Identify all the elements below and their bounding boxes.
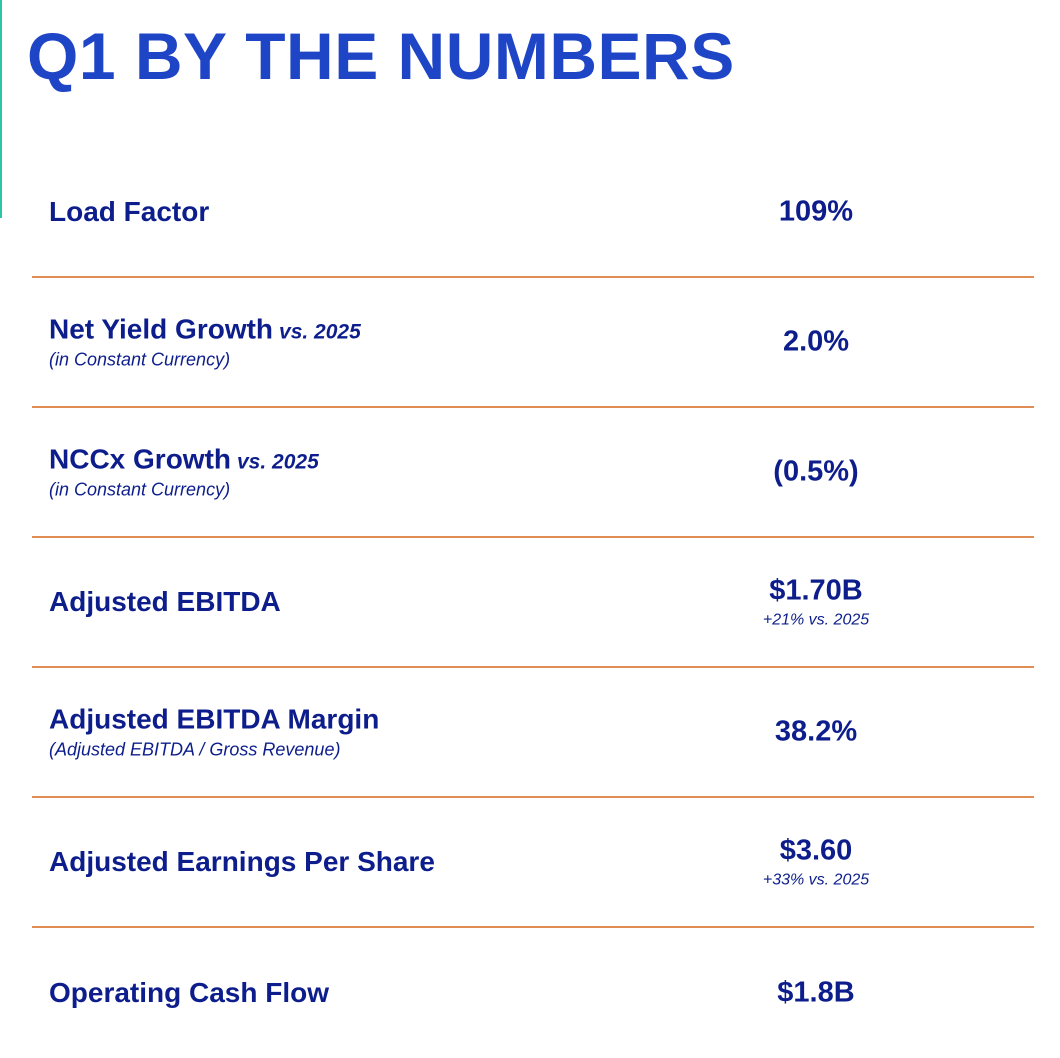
metric-sublabel: (Adjusted EBITDA / Gross Revenue): [49, 739, 341, 760]
metric-row-load-factor: Load Factor 109%: [32, 148, 1034, 278]
metric-row-adjusted-eps: Adjusted Earnings Per Share $3.60 +33% v…: [32, 798, 1034, 928]
metric-label-line: Operating Cash Flow: [49, 977, 329, 1009]
metric-label-line: Adjusted Earnings Per Share: [49, 846, 435, 878]
metric-row-adjusted-ebitda: Adjusted EBITDA $1.70B +21% vs. 2025: [32, 538, 1034, 668]
metric-label-block: Operating Cash Flow: [49, 977, 329, 1009]
metric-value: 109%: [778, 195, 854, 228]
metric-value-block: 109%: [716, 196, 916, 229]
page-title: Q1 BY THE NUMBERS: [27, 19, 735, 93]
metric-label: Load Factor: [49, 196, 210, 227]
metric-label: Adjusted EBITDA Margin: [49, 703, 380, 735]
metric-value-block: (0.5%): [716, 456, 916, 489]
metric-row-adjusted-ebitda-margin: Adjusted EBITDA Margin (Adjusted EBITDA …: [32, 668, 1034, 798]
metric-label: Operating Cash Flow: [49, 977, 330, 1008]
metric-label-line: NCCx Growth vs. 2025: [49, 444, 319, 476]
metric-sublabel: (in Constant Currency): [49, 349, 231, 370]
metric-label: Net Yield Growth: [49, 313, 274, 345]
metric-label: NCCx Growth: [49, 443, 231, 475]
metric-value-note: +21% vs. 2025: [762, 611, 870, 629]
metric-value: $1.70B: [769, 574, 863, 607]
metric-value-note: +33% vs. 2025: [762, 871, 870, 889]
metric-label-block: Adjusted EBITDA Margin (Adjusted EBITDA …: [49, 704, 379, 761]
metric-label-line: Adjusted EBITDA: [49, 586, 281, 618]
metric-value-block: $1.8B: [716, 977, 916, 1010]
metric-value: $1.8B: [777, 976, 855, 1009]
metric-value-block: 38.2%: [716, 716, 916, 749]
metric-value: $3.60: [779, 834, 853, 867]
metric-value-block: $3.60 +33% vs. 2025: [716, 835, 916, 890]
metric-value: 2.0%: [782, 325, 850, 358]
metric-row-nccx-growth: NCCx Growth vs. 2025 (in Constant Currenc…: [32, 408, 1034, 538]
metric-label: Adjusted EBITDA: [49, 586, 281, 617]
metrics-table: Load Factor 109% Net Yield Growth vs. 202…: [32, 148, 1034, 1058]
metric-label-block: Net Yield Growth vs. 2025 (in Constant Cu…: [49, 314, 361, 371]
metric-compare: vs. 2025: [237, 450, 319, 474]
accent-bar: [0, 0, 2, 218]
metric-label-line: Net Yield Growth vs. 2025: [49, 314, 361, 346]
metric-value-block: 2.0%: [716, 326, 916, 359]
metric-label-line: Adjusted EBITDA Margin: [49, 704, 379, 736]
metric-label-line: Load Factor: [49, 196, 209, 228]
metric-value: 38.2%: [774, 715, 858, 748]
metric-value: (0.5%): [773, 455, 859, 488]
metric-row-operating-cash-flow: Operating Cash Flow $1.8B: [32, 928, 1034, 1058]
metric-label-block: NCCx Growth vs. 2025 (in Constant Currenc…: [49, 444, 319, 501]
metric-compare: vs. 2025: [279, 320, 361, 344]
metric-label: Adjusted Earnings Per Share: [49, 846, 435, 877]
metric-label-block: Adjusted EBITDA: [49, 586, 281, 618]
metric-sublabel: (in Constant Currency): [49, 479, 231, 500]
metric-label-block: Adjusted Earnings Per Share: [49, 846, 435, 878]
metric-value-block: $1.70B +21% vs. 2025: [716, 575, 916, 630]
metric-row-net-yield-growth: Net Yield Growth vs. 2025 (in Constant Cu…: [32, 278, 1034, 408]
metric-label-block: Load Factor: [49, 196, 209, 228]
